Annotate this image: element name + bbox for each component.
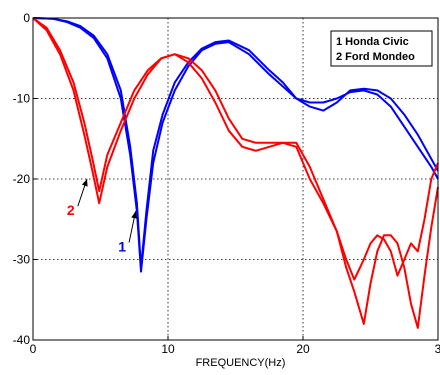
x-axis-label: FREQUENCY(Hz) — [196, 357, 286, 369]
tick-labels: 0 10 20 30-10-20-30-40 — [13, 11, 440, 356]
series-line-1-1 — [32, 17, 439, 273]
annotation-arrow-head — [81, 179, 88, 187]
x-tick-label: 3 — [435, 342, 440, 356]
series-group — [32, 17, 439, 329]
legend-box — [330, 30, 433, 67]
annotations: 12 — [67, 178, 138, 254]
y-tick-label: -30 — [13, 253, 31, 267]
x-tick-label: 20 — [296, 342, 310, 356]
annotation-arrow-head — [131, 211, 138, 219]
legend: 1 Honda Civic 2 Ford Mondeo — [330, 30, 433, 67]
legend-entry-honda-civic: 1 Honda Civic — [336, 36, 409, 48]
y-tick-label: 0 — [23, 11, 30, 25]
annotation-label: 1 — [118, 238, 126, 254]
legend-entry-ford-mondeo: 2 Ford Mondeo — [336, 51, 415, 63]
series-line-2-2 — [32, 17, 439, 281]
y-tick-label: -10 — [13, 92, 31, 106]
x-tick-label: 10 — [161, 342, 175, 356]
series-line-1-2 — [32, 17, 439, 269]
y-tick-label: -40 — [13, 333, 31, 347]
series-line-2-1 — [32, 17, 439, 329]
annotation-label: 2 — [67, 202, 75, 218]
grid — [33, 18, 438, 340]
x-tick-label: 0 — [30, 342, 37, 356]
y-tick-label: -20 — [13, 172, 31, 186]
